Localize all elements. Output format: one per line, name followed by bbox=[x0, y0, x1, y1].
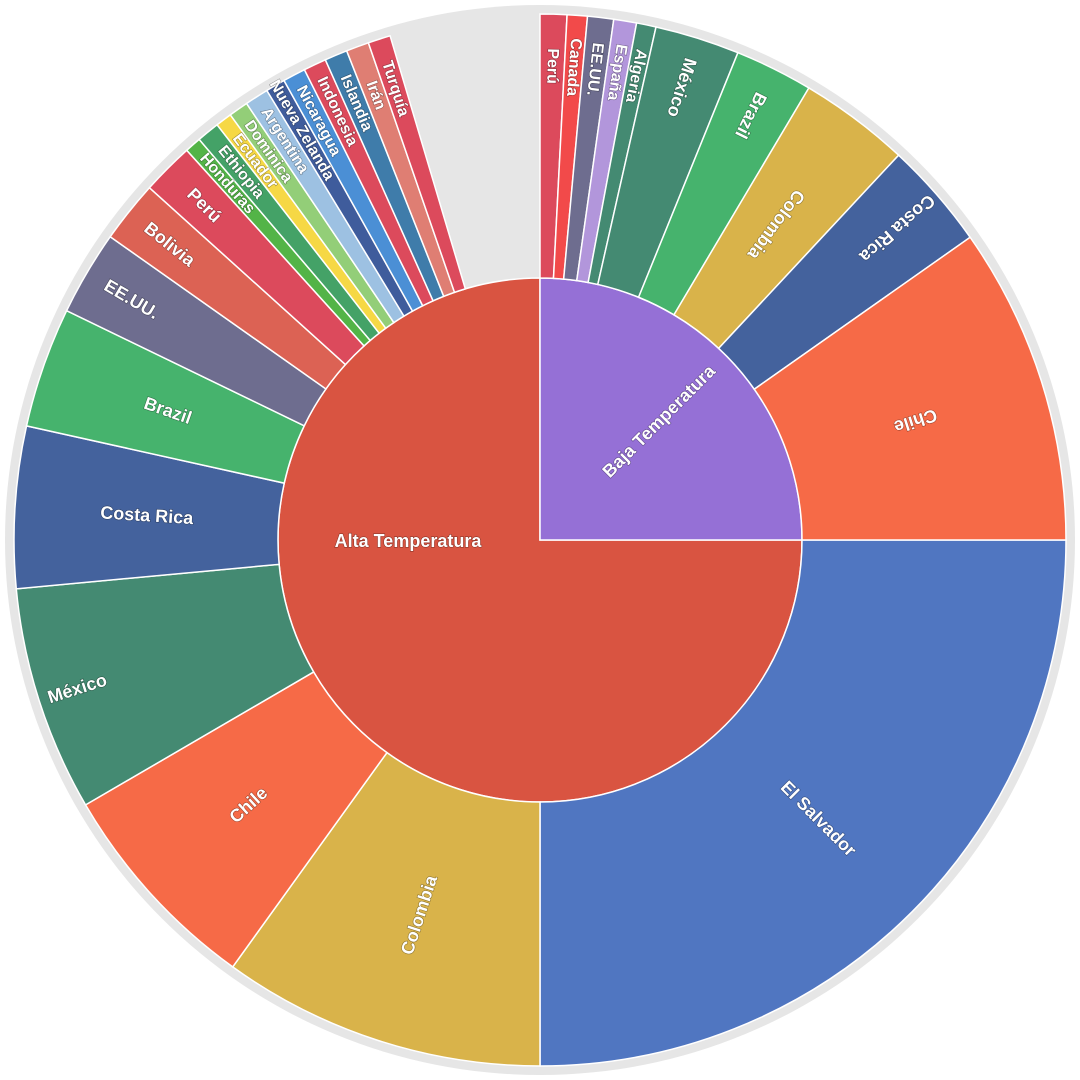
outer-slice-alta-temperatura-turquia[interactable] bbox=[367, 34, 467, 294]
inner-label-alta-temperatura: Alta Temperatura bbox=[335, 531, 483, 551]
outer-slice-alta-temperatura-colombia[interactable] bbox=[231, 751, 541, 1067]
outer-slice-alta-temperatura-el-salvador[interactable] bbox=[539, 539, 1067, 1067]
outer-ring bbox=[13, 13, 1067, 1067]
outer-slice-baja-temperatura-chile[interactable] bbox=[753, 236, 1067, 541]
outer-label-baja-temperatura-peru: Perú bbox=[543, 48, 561, 84]
outer-label-baja-temperatura-canada: Canada bbox=[563, 38, 584, 97]
